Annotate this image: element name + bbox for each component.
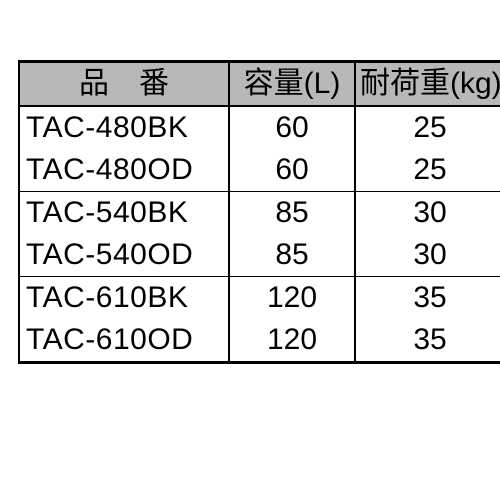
cell-capacity: 60 xyxy=(229,106,355,149)
table-row: TAC-540OD8530 xyxy=(19,234,500,277)
cell-part: TAC-540OD xyxy=(19,234,229,277)
cell-capacity: 60 xyxy=(229,149,355,192)
cell-part: TAC-610OD xyxy=(19,319,229,363)
cell-load: 30 xyxy=(355,192,500,235)
table-row: TAC-540BK8530 xyxy=(19,192,500,235)
table-row: TAC-610BK12035 xyxy=(19,277,500,320)
cell-load: 35 xyxy=(355,319,500,363)
table-row: TAC-480OD6025 xyxy=(19,149,500,192)
cell-capacity: 85 xyxy=(229,234,355,277)
table-row: TAC-610OD12035 xyxy=(19,319,500,363)
table-header-row: 品 番 容量(L) 耐荷重(kg) xyxy=(19,62,500,107)
cell-part: TAC-480OD xyxy=(19,149,229,192)
table-row: TAC-480BK6025 xyxy=(19,106,500,149)
col-header-capacity: 容量(L) xyxy=(229,62,355,107)
cell-capacity: 120 xyxy=(229,319,355,363)
col-header-load: 耐荷重(kg) xyxy=(355,62,500,107)
col-header-part: 品 番 xyxy=(19,62,229,107)
cell-capacity: 85 xyxy=(229,192,355,235)
cell-load: 30 xyxy=(355,234,500,277)
cell-load: 25 xyxy=(355,106,500,149)
cell-part: TAC-610BK xyxy=(19,277,229,320)
cell-load: 35 xyxy=(355,277,500,320)
spec-table-container: 品 番 容量(L) 耐荷重(kg) TAC-480BK6025TAC-480OD… xyxy=(18,60,482,364)
spec-table: 品 番 容量(L) 耐荷重(kg) TAC-480BK6025TAC-480OD… xyxy=(18,60,500,364)
cell-part: TAC-480BK xyxy=(19,106,229,149)
table-body: TAC-480BK6025TAC-480OD6025TAC-540BK8530T… xyxy=(19,106,500,363)
cell-capacity: 120 xyxy=(229,277,355,320)
cell-load: 25 xyxy=(355,149,500,192)
cell-part: TAC-540BK xyxy=(19,192,229,235)
